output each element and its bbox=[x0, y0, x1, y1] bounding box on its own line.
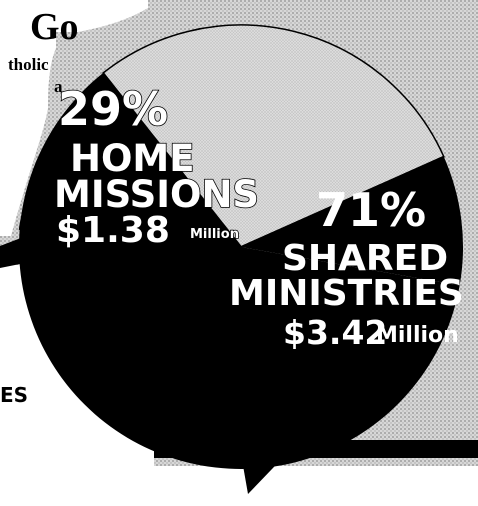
pie-slice-shared-ministries-edge bbox=[241, 156, 464, 286]
shared-ministries-unit-label: Million bbox=[376, 323, 459, 348]
white-paper-top-left bbox=[0, 0, 148, 32]
heading-fragment: Go bbox=[30, 6, 79, 48]
shared-ministries-percent-label: 71% bbox=[316, 183, 427, 237]
pie-group bbox=[19, 24, 464, 470]
home-missions-label-line-1: HOME bbox=[69, 137, 195, 180]
pie-divider-top bbox=[240, 155, 445, 248]
white-paper-bottom bbox=[154, 466, 478, 506]
shared-ministries-label-line-2: MINISTRIES bbox=[229, 273, 464, 314]
intro-text-line-1: tholic bbox=[8, 55, 49, 74]
shared-ministries-amount-label: $3.42 bbox=[283, 313, 388, 352]
home-missions-unit-label: Million bbox=[189, 227, 240, 242]
pie-slice-shared-ministries bbox=[19, 73, 460, 470]
home-missions-percent-label: 29% bbox=[57, 82, 169, 136]
pie-slice-home-missions bbox=[102, 24, 445, 248]
intro-text-line-3: f bbox=[54, 124, 60, 143]
white-paper-left bbox=[0, 32, 56, 236]
pie-divider-left bbox=[102, 72, 242, 248]
intro-text-line-2: a bbox=[54, 77, 63, 96]
home-missions-label-line-2: MISSIONS bbox=[53, 173, 260, 216]
left-text-fragment: ES bbox=[0, 383, 29, 407]
home-missions-amount-label: $1.38 bbox=[55, 210, 170, 251]
pie-outline-left bbox=[18, 140, 57, 231]
shared-ministries-label-line-1: SHARED bbox=[282, 238, 449, 279]
